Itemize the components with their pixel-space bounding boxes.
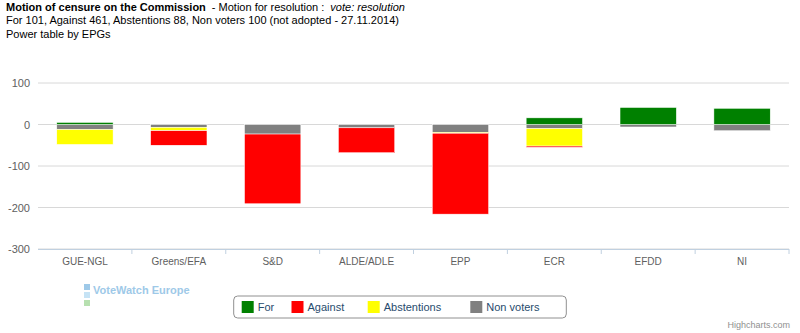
bar-segment [526,129,582,146]
bar-segment [620,125,676,127]
legend-swatch [368,301,380,313]
bar-segment [57,122,113,124]
bar-segment [151,124,207,125]
x-tick [507,249,508,254]
title: Motion of censure on the Commission [6,1,206,13]
x-tick-label: ALDE/ADLE [339,256,394,267]
x-tick-label: EFDD [635,256,662,267]
bar-segment [432,133,488,214]
bar-segment [338,124,394,125]
bar-segment [338,125,394,128]
bar-segment [245,124,301,125]
x-tick-label: ECR [544,256,565,267]
logo-square [84,292,90,298]
x-tick-label: EPP [450,256,470,267]
x-tick-label: GUE-NGL [62,256,108,267]
y-tick-label: 100 [12,77,30,89]
bar-segment [526,125,582,129]
bar-segment [526,146,582,147]
bar-segment [338,124,394,125]
x-tick [319,249,320,254]
legend-label: For [258,301,275,313]
bar-segment [432,125,488,133]
title-suffix: - Motion for resolution : [212,1,325,13]
x-tick [789,249,790,254]
credits: Highcharts.com [727,320,790,330]
x-tick [695,249,696,254]
bar-segment [432,124,488,125]
legend-box [234,296,567,318]
bar-segment [245,124,301,125]
grid-line [38,83,789,84]
bar-segment [245,134,301,204]
bar-segment [151,131,207,146]
x-tick [601,249,602,254]
grid-line [38,207,789,208]
bar-segment [57,125,113,130]
bar-segment [620,107,676,124]
bar-segment [151,127,207,130]
bar-segment [338,128,394,153]
y-tick-label: 0 [24,119,30,131]
x-tick [131,249,132,254]
legend-swatch [292,301,304,313]
x-tick-label: S&D [262,256,283,267]
x-tick-label: Greens/EFA [152,256,207,267]
logo-square [84,300,90,306]
bar-segment [714,125,770,131]
title-line: Motion of censure on the Commission - Mot… [6,1,405,13]
x-tick-label: NI [737,256,747,267]
logo: VoteWatch Europe [84,284,190,306]
legend-label: Against [308,301,345,313]
bars [57,107,770,214]
y-tick-label: -300 [8,243,30,255]
bar-segment [526,118,582,125]
x-tick [413,249,414,254]
y-tick-label: -100 [8,160,30,172]
bar-segment [245,125,301,135]
legend: For Against Abstentions Non voters [234,296,567,318]
bar-segment [714,108,770,124]
subtitle-2: Power table by EPGs [6,28,111,40]
legend-swatch [470,301,482,313]
chart: Motion of censure on the Commission - Mot… [0,0,800,333]
logo-square [84,284,90,290]
subtitle: For 101, Against 461, Abstentions 88, No… [6,14,399,26]
grid-line [38,166,789,167]
logo-text: VoteWatch Europe [93,284,190,296]
y-tick-label: -200 [8,202,30,214]
title-vote: vote: resolution [330,1,405,13]
legend-label: Non voters [486,301,540,313]
legend-swatch [242,301,254,313]
x-tick [225,249,226,254]
bar-segment [57,129,113,144]
bar-segment [151,125,207,128]
legend-label: Abstentions [384,301,442,313]
